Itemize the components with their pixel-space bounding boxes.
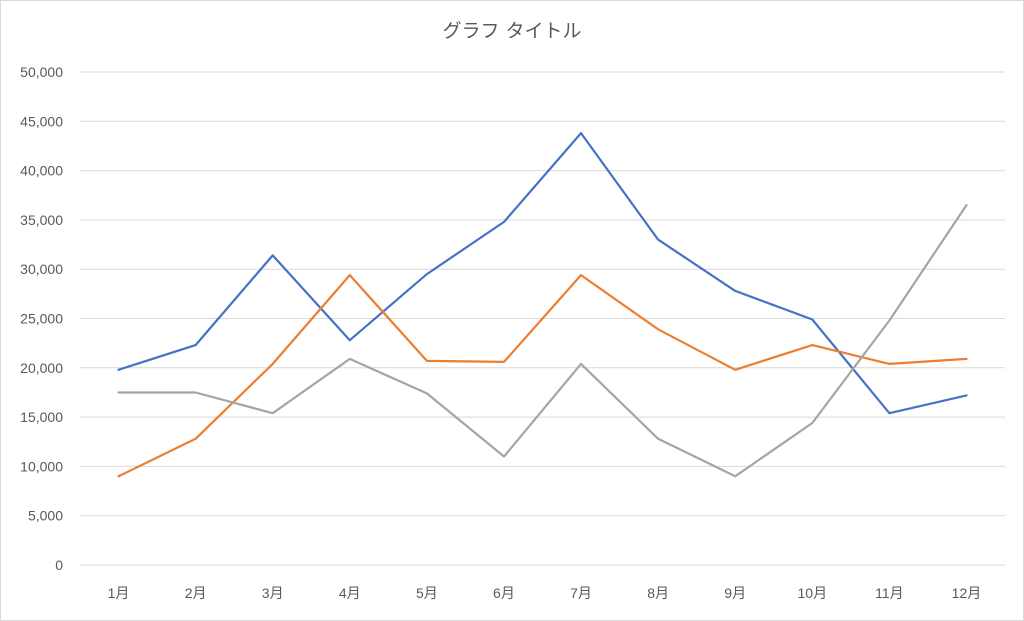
- y-tick-label: 5,000: [28, 508, 63, 524]
- x-tick-label: 4月: [339, 585, 361, 601]
- y-tick-label: 10,000: [20, 458, 63, 474]
- x-tick-label: 5月: [416, 585, 438, 601]
- y-tick-label: 35,000: [20, 212, 63, 228]
- y-tick-label: 30,000: [20, 261, 63, 277]
- y-tick-label: 40,000: [20, 163, 63, 179]
- x-tick-label: 12月: [952, 585, 982, 601]
- y-tick-label: 45,000: [20, 113, 63, 129]
- y-tick-label: 20,000: [20, 360, 63, 376]
- chart-title: グラフ タイトル: [442, 20, 581, 42]
- x-tick-label: 3月: [262, 585, 284, 601]
- x-tick-label: 1月: [108, 585, 130, 601]
- x-tick-label: 8月: [647, 585, 669, 601]
- y-tick-label: 25,000: [20, 311, 63, 327]
- x-tick-label: 2月: [185, 585, 207, 601]
- x-tick-label: 10月: [798, 585, 828, 601]
- y-axis-labels: 0 5,000 10,000 15,000 20,000 25,000 30,000 35,0…: [20, 64, 63, 573]
- x-tick-label: 7月: [570, 585, 592, 601]
- series-line-2: [117, 274, 968, 478]
- x-tick-label: 11月: [875, 585, 904, 601]
- x-tick-label: 9月: [724, 585, 746, 601]
- y-tick-label: 0: [55, 557, 63, 573]
- series-lines: [117, 132, 968, 478]
- x-tick-label: 6月: [493, 585, 515, 601]
- series-line-1: [117, 132, 968, 415]
- y-tick-label: 50,000: [20, 64, 63, 80]
- series-line-3: [117, 204, 968, 478]
- x-axis-labels: 1月 2月 3月 4月 5月 6月 7月 8月 9月 10月 11月 12月: [108, 585, 982, 601]
- y-tick-label: 15,000: [20, 409, 63, 425]
- gridlines: [80, 71, 1005, 566]
